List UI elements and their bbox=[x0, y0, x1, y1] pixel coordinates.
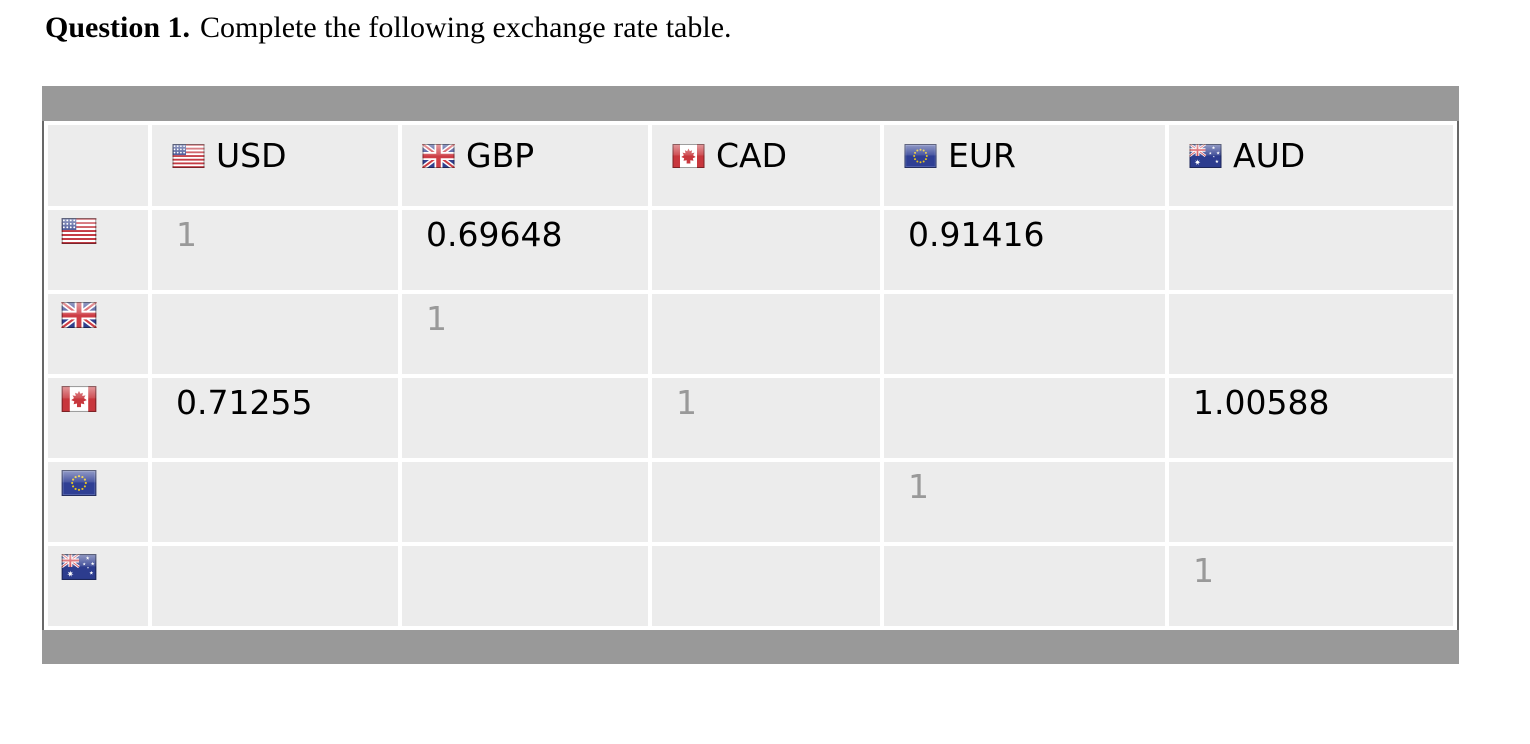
row-header-au bbox=[48, 546, 148, 626]
currency-code-label: GBP bbox=[466, 136, 535, 175]
header-row: USD GBP CAD EUR AUD bbox=[48, 125, 1453, 206]
rate-row-ca: 0.71255 1 1.00588 bbox=[48, 378, 1453, 458]
us-flag-icon bbox=[61, 218, 97, 244]
rate-cell-au-gbp[interactable] bbox=[402, 546, 648, 626]
rate-row-us: 1 0.69648 0.91416 bbox=[48, 210, 1453, 290]
col-header-cad: CAD bbox=[652, 125, 880, 206]
au-flag-icon bbox=[61, 554, 97, 580]
rate-cell-eu-aud[interactable] bbox=[1169, 462, 1453, 542]
question-title: Question 1. Complete the following exchan… bbox=[45, 8, 732, 49]
question-text: Complete the following exchange rate tab… bbox=[200, 11, 732, 44]
currency-code-label: EUR bbox=[948, 136, 1016, 175]
rate-cell-us-usd: 1 bbox=[152, 210, 398, 290]
rate-cell-eu-usd[interactable] bbox=[152, 462, 398, 542]
row-header-eu bbox=[48, 462, 148, 542]
rate-cell-eu-cad[interactable] bbox=[652, 462, 880, 542]
rate-cell-ca-usd: 0.71255 bbox=[152, 378, 398, 458]
col-header-gbp: GBP bbox=[402, 125, 648, 206]
col-header-aud: AUD bbox=[1169, 125, 1453, 206]
rate-cell-gb-aud[interactable] bbox=[1169, 294, 1453, 374]
rate-cell-eu-eur: 1 bbox=[884, 462, 1165, 542]
rate-row-gb: 1 bbox=[48, 294, 1453, 374]
rate-cell-ca-aud: 1.00588 bbox=[1169, 378, 1453, 458]
rate-cell-gb-eur[interactable] bbox=[884, 294, 1165, 374]
rate-cell-au-aud: 1 bbox=[1169, 546, 1453, 626]
col-header-usd: USD bbox=[152, 125, 398, 206]
rate-cell-eu-gbp[interactable] bbox=[402, 462, 648, 542]
us-flag-icon bbox=[172, 143, 205, 168]
rate-row-eu: 1 bbox=[48, 462, 1453, 542]
table-bottom-bar bbox=[42, 630, 1459, 664]
table-top-bar bbox=[42, 86, 1459, 121]
rate-cell-us-aud[interactable] bbox=[1169, 210, 1453, 290]
currency-code-label: CAD bbox=[716, 136, 788, 175]
col-header-eur: EUR bbox=[884, 125, 1165, 206]
rate-row-au: 1 bbox=[48, 546, 1453, 626]
question-number-label: Question 1. bbox=[45, 11, 191, 44]
rate-cell-gb-cad[interactable] bbox=[652, 294, 880, 374]
rate-cell-gb-usd[interactable] bbox=[152, 294, 398, 374]
rate-cell-au-cad[interactable] bbox=[652, 546, 880, 626]
eu-flag-icon bbox=[61, 470, 97, 496]
row-header-ca bbox=[48, 378, 148, 458]
corner-cell bbox=[48, 125, 148, 206]
table-body-area: USD GBP CAD EUR AUD 1 0.69648 0.91416 1 0.71255 1 1… bbox=[42, 121, 1459, 630]
ca-flag-icon bbox=[672, 143, 705, 168]
currency-code-label: USD bbox=[216, 136, 287, 175]
rate-cell-us-eur: 0.91416 bbox=[884, 210, 1165, 290]
row-header-gb bbox=[48, 294, 148, 374]
currency-code-label: AUD bbox=[1233, 136, 1306, 175]
rate-cell-ca-gbp[interactable] bbox=[402, 378, 648, 458]
row-header-us bbox=[48, 210, 148, 290]
eu-flag-icon bbox=[904, 143, 937, 168]
rate-cell-gb-gbp: 1 bbox=[402, 294, 648, 374]
rate-cell-au-usd[interactable] bbox=[152, 546, 398, 626]
rate-cell-ca-eur[interactable] bbox=[884, 378, 1165, 458]
rate-cell-us-cad[interactable] bbox=[652, 210, 880, 290]
rate-cell-au-eur[interactable] bbox=[884, 546, 1165, 626]
gb-flag-icon bbox=[61, 302, 97, 328]
ca-flag-icon bbox=[61, 386, 97, 412]
rate-cell-ca-cad: 1 bbox=[652, 378, 880, 458]
exchange-rate-grid: USD GBP CAD EUR AUD 1 0.69648 0.91416 1 0.71255 1 1… bbox=[44, 121, 1457, 630]
gb-flag-icon bbox=[422, 143, 455, 168]
rate-cell-us-gbp: 0.69648 bbox=[402, 210, 648, 290]
au-flag-icon bbox=[1189, 143, 1222, 168]
exchange-rate-table: USD GBP CAD EUR AUD 1 0.69648 0.91416 1 0.71255 1 1… bbox=[42, 86, 1459, 664]
